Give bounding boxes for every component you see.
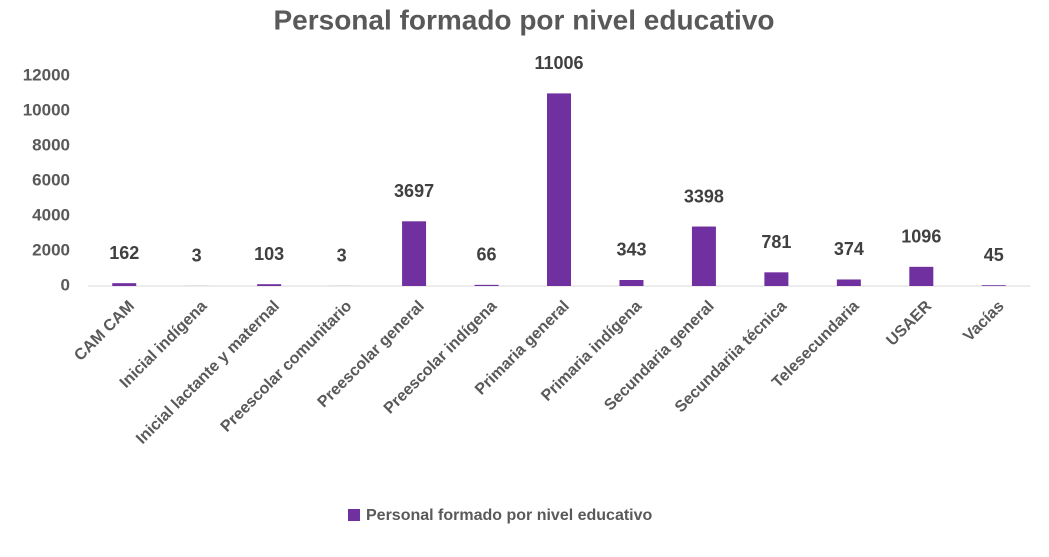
bar [474,284,499,286]
legend-swatch [348,509,360,521]
data-label: 781 [761,232,791,252]
data-label: 103 [254,244,284,264]
data-label: 11006 [534,53,583,73]
data-label: 66 [477,245,497,265]
bar [909,266,934,286]
bar [257,284,282,286]
bar [764,272,789,286]
x-tick-label: Preescolar comunitario [218,298,356,436]
y-tick-label: 4000 [32,205,70,224]
bar [547,93,571,287]
x-tick-label: USAER [883,297,935,349]
y-tick-label: 0 [61,275,70,294]
data-label: 1096 [901,227,941,247]
x-tick-label: Inicial lactante y maternal [133,298,283,448]
chart-title: Personal formado por nivel educativo [273,4,774,35]
bar [619,279,644,286]
x-tick-label: Vacías [960,298,1007,345]
data-label: 3398 [684,186,724,206]
legend-label: Personal formado por nivel educativo [366,507,653,524]
y-tick-label: 2000 [32,240,70,259]
bar [836,279,861,286]
data-label: 343 [616,240,646,260]
bar [691,226,716,286]
x-tick-label: CAM CAM [71,298,138,365]
data-label: 374 [834,239,864,259]
data-label: 45 [984,245,1004,265]
data-label: 3697 [394,181,434,201]
bar [981,285,1006,286]
data-label: 3 [192,246,202,266]
data-label: 162 [109,243,139,263]
y-tick-label: 6000 [32,170,70,189]
bar [402,221,427,286]
bar [112,283,137,286]
y-tick-label: 12000 [23,65,70,84]
data-label: 3 [337,246,347,266]
y-tick-label: 10000 [23,100,70,119]
y-tick-label: 8000 [32,135,70,154]
